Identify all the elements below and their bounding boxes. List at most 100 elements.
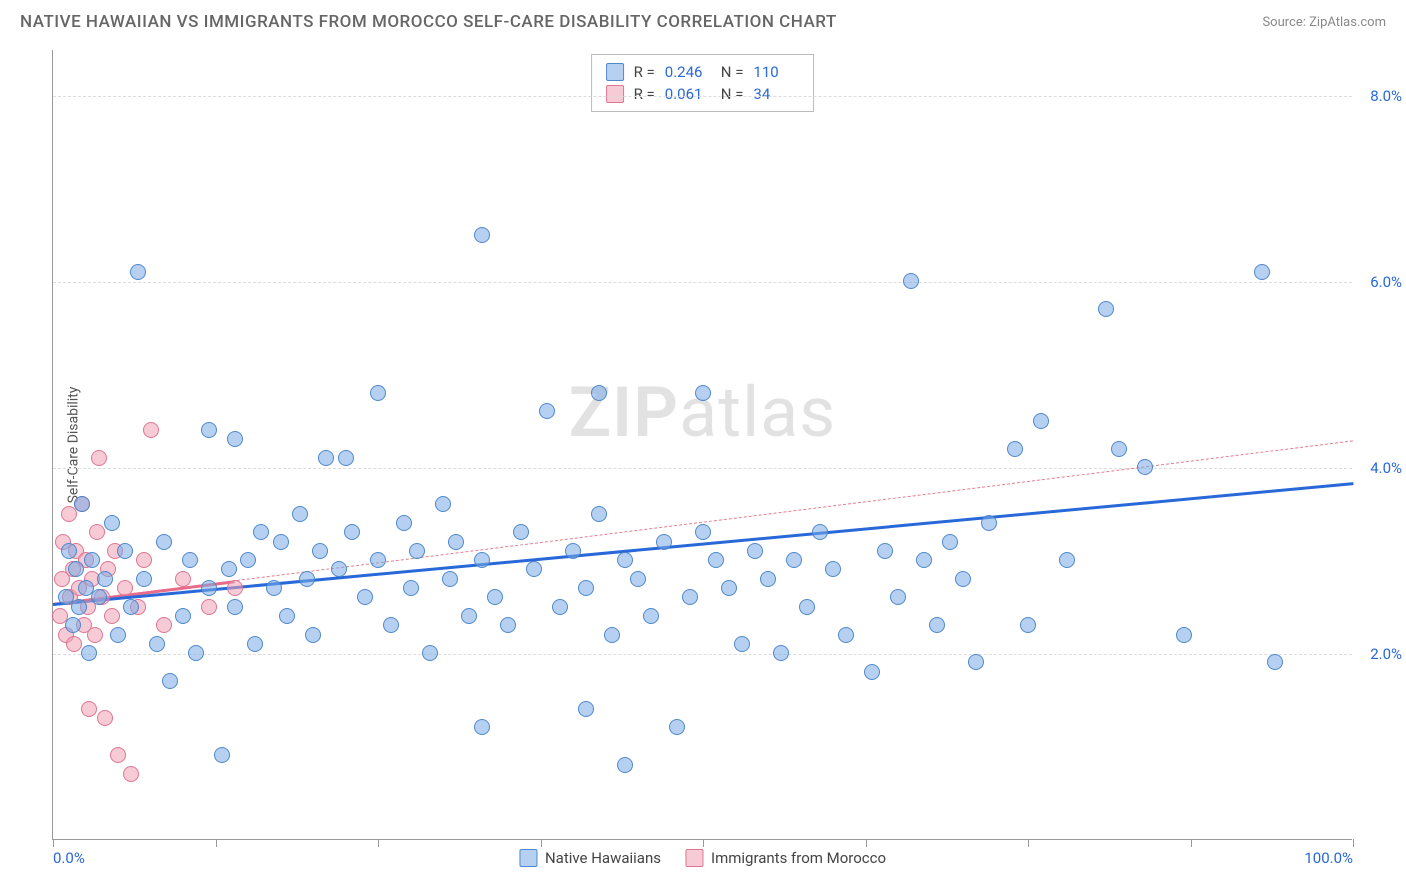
- scatter-point: [104, 515, 120, 531]
- scatter-point: [201, 599, 217, 615]
- x-tick: [541, 839, 542, 847]
- scatter-point: [409, 543, 425, 559]
- scatter-point: [149, 636, 165, 652]
- legend-item-series2: Immigrants from Morocco: [685, 849, 886, 867]
- scatter-point: [539, 403, 555, 419]
- y-tick-label: 4.0%: [1370, 459, 1402, 477]
- y-tick-label: 8.0%: [1370, 87, 1402, 105]
- r-value-series1: 0.246: [665, 63, 711, 81]
- x-tick: [1353, 839, 1354, 847]
- source-attribution: Source: ZipAtlas.com: [1262, 15, 1386, 30]
- scatter-point: [578, 701, 594, 717]
- scatter-point: [747, 543, 763, 559]
- scatter-point: [253, 524, 269, 540]
- swatch-series2-bottom: [685, 849, 703, 867]
- scatter-point: [1267, 654, 1283, 670]
- scatter-point: [552, 599, 568, 615]
- scatter-point: [1033, 413, 1049, 429]
- scatter-point: [1111, 441, 1127, 457]
- scatter-point: [474, 227, 490, 243]
- scatter-point: [1176, 627, 1192, 643]
- n-value-series1: 110: [753, 63, 799, 81]
- scatter-point: [81, 701, 97, 717]
- scatter-point: [74, 496, 90, 512]
- scatter-point: [864, 664, 880, 680]
- scatter-point: [71, 599, 87, 615]
- scatter-point: [299, 571, 315, 587]
- r-value-series2: 0.061: [665, 85, 711, 103]
- x-tick-label: 100.0%: [1304, 849, 1353, 867]
- swatch-series1: [606, 63, 624, 81]
- scatter-point: [162, 673, 178, 689]
- scatter-point: [942, 534, 958, 550]
- chart-header: NATIVE HAWAIIAN VS IMMIGRANTS FROM MOROC…: [0, 0, 1406, 32]
- scatter-point: [916, 552, 932, 568]
- scatter-point: [890, 589, 906, 605]
- stats-legend-box: R = 0.246 N = 110 R = 0.061 N = 34: [591, 54, 815, 112]
- plot-area: Self-Care Disability ZIPatlas R = 0.246 …: [52, 50, 1352, 840]
- scatter-point: [227, 431, 243, 447]
- scatter-point: [97, 571, 113, 587]
- x-tick: [53, 839, 54, 847]
- scatter-point: [526, 561, 542, 577]
- scatter-point: [357, 589, 373, 605]
- scatter-point: [760, 571, 776, 587]
- scatter-point: [292, 506, 308, 522]
- scatter-point: [1098, 301, 1114, 317]
- swatch-series1-bottom: [519, 849, 537, 867]
- scatter-point: [643, 608, 659, 624]
- scatter-point: [591, 506, 607, 522]
- swatch-series2: [606, 85, 624, 103]
- chart-title: NATIVE HAWAIIAN VS IMMIGRANTS FROM MOROC…: [20, 12, 837, 32]
- r-label: R =: [634, 85, 655, 103]
- scatter-point: [617, 757, 633, 773]
- scatter-point: [136, 552, 152, 568]
- scatter-point: [175, 571, 191, 587]
- scatter-point: [812, 524, 828, 540]
- chart-container: Self-Care Disability ZIPatlas R = 0.246 …: [52, 50, 1392, 840]
- scatter-point: [97, 710, 113, 726]
- scatter-point: [89, 524, 105, 540]
- scatter-point: [123, 599, 139, 615]
- x-tick: [1028, 839, 1029, 847]
- scatter-point: [604, 627, 620, 643]
- scatter-point: [91, 589, 107, 605]
- legend-label-series2: Immigrants from Morocco: [711, 849, 886, 867]
- scatter-point: [266, 580, 282, 596]
- scatter-point: [578, 580, 594, 596]
- scatter-point: [182, 552, 198, 568]
- scatter-point: [61, 543, 77, 559]
- grid-line: [53, 282, 1352, 283]
- scatter-point: [240, 552, 256, 568]
- r-label: R =: [634, 63, 655, 81]
- scatter-point: [130, 264, 146, 280]
- scatter-point: [91, 450, 107, 466]
- scatter-point: [338, 450, 354, 466]
- legend-label-series1: Native Hawaiians: [545, 849, 661, 867]
- y-tick-label: 6.0%: [1370, 273, 1402, 291]
- scatter-point: [396, 515, 412, 531]
- scatter-point: [305, 627, 321, 643]
- scatter-point: [143, 422, 159, 438]
- scatter-point: [656, 534, 672, 550]
- scatter-point: [370, 552, 386, 568]
- n-label: N =: [721, 85, 744, 103]
- scatter-point: [383, 617, 399, 633]
- scatter-point: [422, 645, 438, 661]
- n-label: N =: [721, 63, 744, 81]
- scatter-point: [123, 766, 139, 782]
- stats-row-series2: R = 0.061 N = 34: [606, 83, 800, 105]
- scatter-point: [442, 571, 458, 587]
- scatter-point: [81, 645, 97, 661]
- bottom-legend: Native Hawaiians Immigrants from Morocco: [519, 849, 886, 867]
- scatter-point: [370, 385, 386, 401]
- scatter-point: [773, 645, 789, 661]
- scatter-point: [227, 580, 243, 596]
- scatter-point: [201, 580, 217, 596]
- scatter-point: [474, 719, 490, 735]
- scatter-point: [708, 552, 724, 568]
- scatter-point: [156, 617, 172, 633]
- scatter-point: [312, 543, 328, 559]
- scatter-point: [825, 561, 841, 577]
- scatter-point: [318, 450, 334, 466]
